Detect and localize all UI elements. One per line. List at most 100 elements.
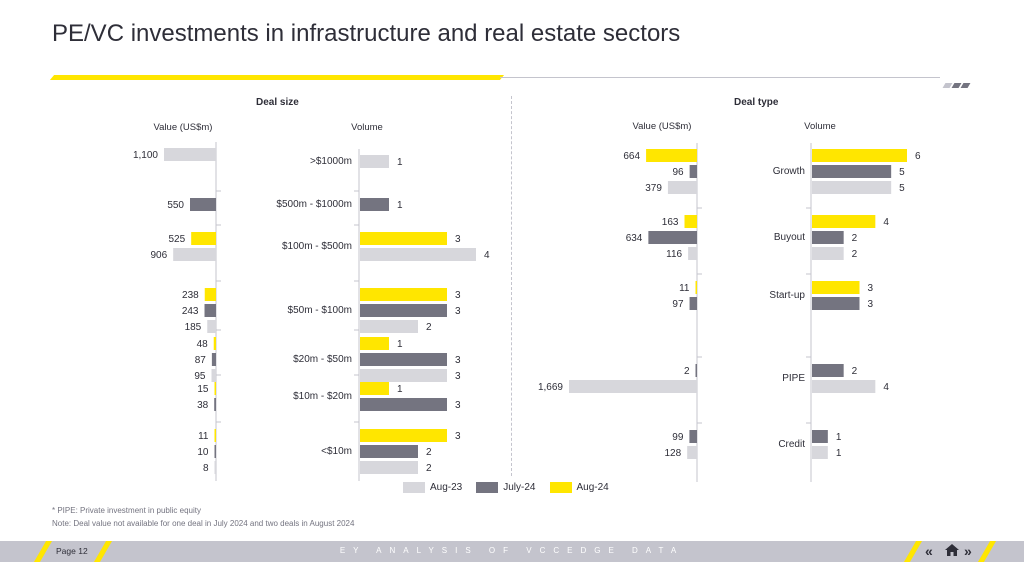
- data-label-value: 97: [672, 299, 684, 310]
- data-label-volume: 3: [868, 299, 874, 310]
- bar-deal-type-value-credit-aug-23: [687, 446, 697, 459]
- bar-deal-type-value-growth-aug-24: [646, 149, 697, 162]
- legend-item-aug-24: Aug-24: [549, 482, 609, 493]
- bar-deal-type-value-pipe-aug-23: [569, 380, 697, 393]
- footnote-deal-value: Note: Deal value not available for one d…: [52, 519, 355, 528]
- bar-deal-type-volume-growth-aug-23: [812, 181, 892, 194]
- page-number: Page 12: [56, 546, 88, 556]
- category-label-buyout: Buyout: [774, 232, 805, 243]
- footnote-pipe: * PIPE: Private investment in public equ…: [52, 506, 201, 515]
- data-label-volume: 1: [836, 448, 842, 459]
- category-label-growth: Growth: [773, 166, 805, 177]
- bar-deal-type-volume-pipe-aug-23: [812, 380, 876, 393]
- data-label-volume: 3: [455, 234, 461, 245]
- data-label-volume: 1: [397, 384, 403, 395]
- bar-deal-size-volume-10m-aug-23: [360, 461, 418, 474]
- legend-label-aug-23: Aug-23: [430, 482, 463, 493]
- bar-deal-type-volume-start-up-aug-24: [812, 281, 860, 294]
- category-label-500m-1000m: $500m - $1000m: [276, 199, 352, 210]
- bar-deal-size-volume-1000m-aug-23: [360, 155, 389, 168]
- bar-deal-size-volume-100m-500m-aug-23: [360, 248, 476, 261]
- bar-deal-type-value-pipe-july-24: [695, 364, 697, 377]
- data-label-value: 185: [185, 322, 202, 333]
- chart-title-1: Value (US$m): [154, 122, 213, 133]
- bar-deal-size-value-20m-50m-aug-24: [213, 337, 216, 350]
- chart-title-4: Volume: [804, 121, 836, 132]
- data-label-volume: 2: [426, 463, 432, 474]
- bar-deal-size-volume-500m-1000m-july-24: [360, 198, 389, 211]
- bar-deal-size-value-10m-july-24: [214, 445, 216, 458]
- data-label-volume: 2: [852, 366, 858, 377]
- data-label-value: 48: [197, 339, 209, 350]
- bar-deal-size-volume-10m-aug-24: [360, 429, 447, 442]
- bar-deal-type-volume-credit-july-24: [812, 430, 828, 443]
- chart-title-2: Volume: [351, 122, 383, 133]
- data-label-volume: 3: [455, 371, 461, 382]
- home-icon[interactable]: [944, 543, 960, 560]
- category-label-credit: Credit: [778, 439, 805, 450]
- data-label-volume: 1: [397, 200, 403, 211]
- data-label-value: 11: [198, 431, 209, 442]
- data-label-value: 8: [203, 463, 209, 474]
- data-label-volume: 4: [883, 217, 889, 228]
- bar-deal-size-value-10m-aug-24: [214, 429, 216, 442]
- data-label-value: 525: [168, 234, 185, 245]
- bar-deal-type-value-buyout-july-24: [648, 231, 697, 244]
- data-label-value: 238: [182, 290, 199, 301]
- data-label-volume: 3: [455, 290, 461, 301]
- data-label-value: 87: [195, 355, 207, 366]
- previous-page-icon[interactable]: «: [925, 543, 933, 559]
- bar-deal-type-value-start-up-july-24: [689, 297, 697, 310]
- bar-deal-size-value-100m-500m-aug-24: [191, 232, 216, 245]
- bar-deal-type-volume-buyout-aug-24: [812, 215, 876, 228]
- bar-deal-size-volume-50m-100m-july-24: [360, 304, 447, 317]
- section-title-deal-type: Deal type: [734, 97, 779, 108]
- data-label-volume: 6: [915, 151, 921, 162]
- category-label-10m-20m: $10m - $20m: [293, 391, 352, 402]
- data-label-volume: 1: [397, 339, 403, 350]
- section-title-deal-size: Deal size: [256, 97, 299, 108]
- data-label-volume: 1: [836, 432, 842, 443]
- data-label-volume: 3: [455, 431, 461, 442]
- bar-deal-type-volume-buyout-july-24: [812, 231, 844, 244]
- bar-deal-size-value-50m-100m-aug-24: [204, 288, 216, 301]
- next-page-icon[interactable]: »: [964, 543, 972, 559]
- bar-deal-size-volume-10m-20m-july-24: [360, 398, 447, 411]
- bar-deal-type-volume-growth-aug-24: [812, 149, 907, 162]
- data-label-value: 1,100: [133, 150, 158, 161]
- bar-deal-size-volume-20m-50m-aug-24: [360, 337, 389, 350]
- bar-deal-type-value-credit-july-24: [689, 430, 697, 443]
- data-label-value: 99: [672, 432, 684, 443]
- data-label-value: 243: [182, 306, 199, 317]
- data-label-volume: 4: [484, 250, 490, 261]
- bar-deal-size-value-10m-20m-aug-24: [214, 382, 216, 395]
- data-label-volume: 1: [397, 157, 403, 168]
- bar-deal-size-value-1000m-aug-23: [164, 148, 216, 161]
- legend-swatch-july-24: [476, 482, 499, 493]
- bar-deal-type-volume-buyout-aug-23: [812, 247, 844, 260]
- bar-deal-size-volume-20m-50m-aug-23: [360, 369, 447, 382]
- data-label-volume: 2: [426, 447, 432, 458]
- bar-deal-size-value-20m-50m-aug-23: [211, 369, 216, 382]
- data-label-value: 634: [626, 233, 643, 244]
- data-label-value: 38: [197, 400, 209, 411]
- data-label-value: 664: [623, 151, 640, 162]
- legend-label-july-24: July-24: [503, 482, 536, 493]
- data-label-volume: 3: [455, 306, 461, 317]
- bar-deal-size-value-100m-500m-aug-23: [173, 248, 216, 261]
- section-divider: [511, 96, 512, 476]
- data-label-volume: 3: [455, 355, 461, 366]
- legend-swatch-aug-24: [549, 482, 572, 493]
- bar-deal-size-volume-100m-500m-aug-24: [360, 232, 447, 245]
- data-label-value: 550: [167, 200, 184, 211]
- data-label-value: 15: [197, 384, 209, 395]
- data-label-volume: 4: [883, 382, 889, 393]
- footer-caption: EY ANALYSIS OF VCCEDGE DATA: [339, 546, 685, 555]
- bar-deal-size-volume-50m-100m-aug-24: [360, 288, 447, 301]
- bar-deal-size-value-50m-100m-july-24: [204, 304, 216, 317]
- legend-label-aug-24: Aug-24: [576, 482, 609, 493]
- data-label-volume: 5: [899, 167, 905, 178]
- data-label-volume: 3: [455, 400, 461, 411]
- category-label-start-up: Start-up: [769, 290, 805, 301]
- bar-deal-type-value-growth-aug-23: [667, 181, 697, 194]
